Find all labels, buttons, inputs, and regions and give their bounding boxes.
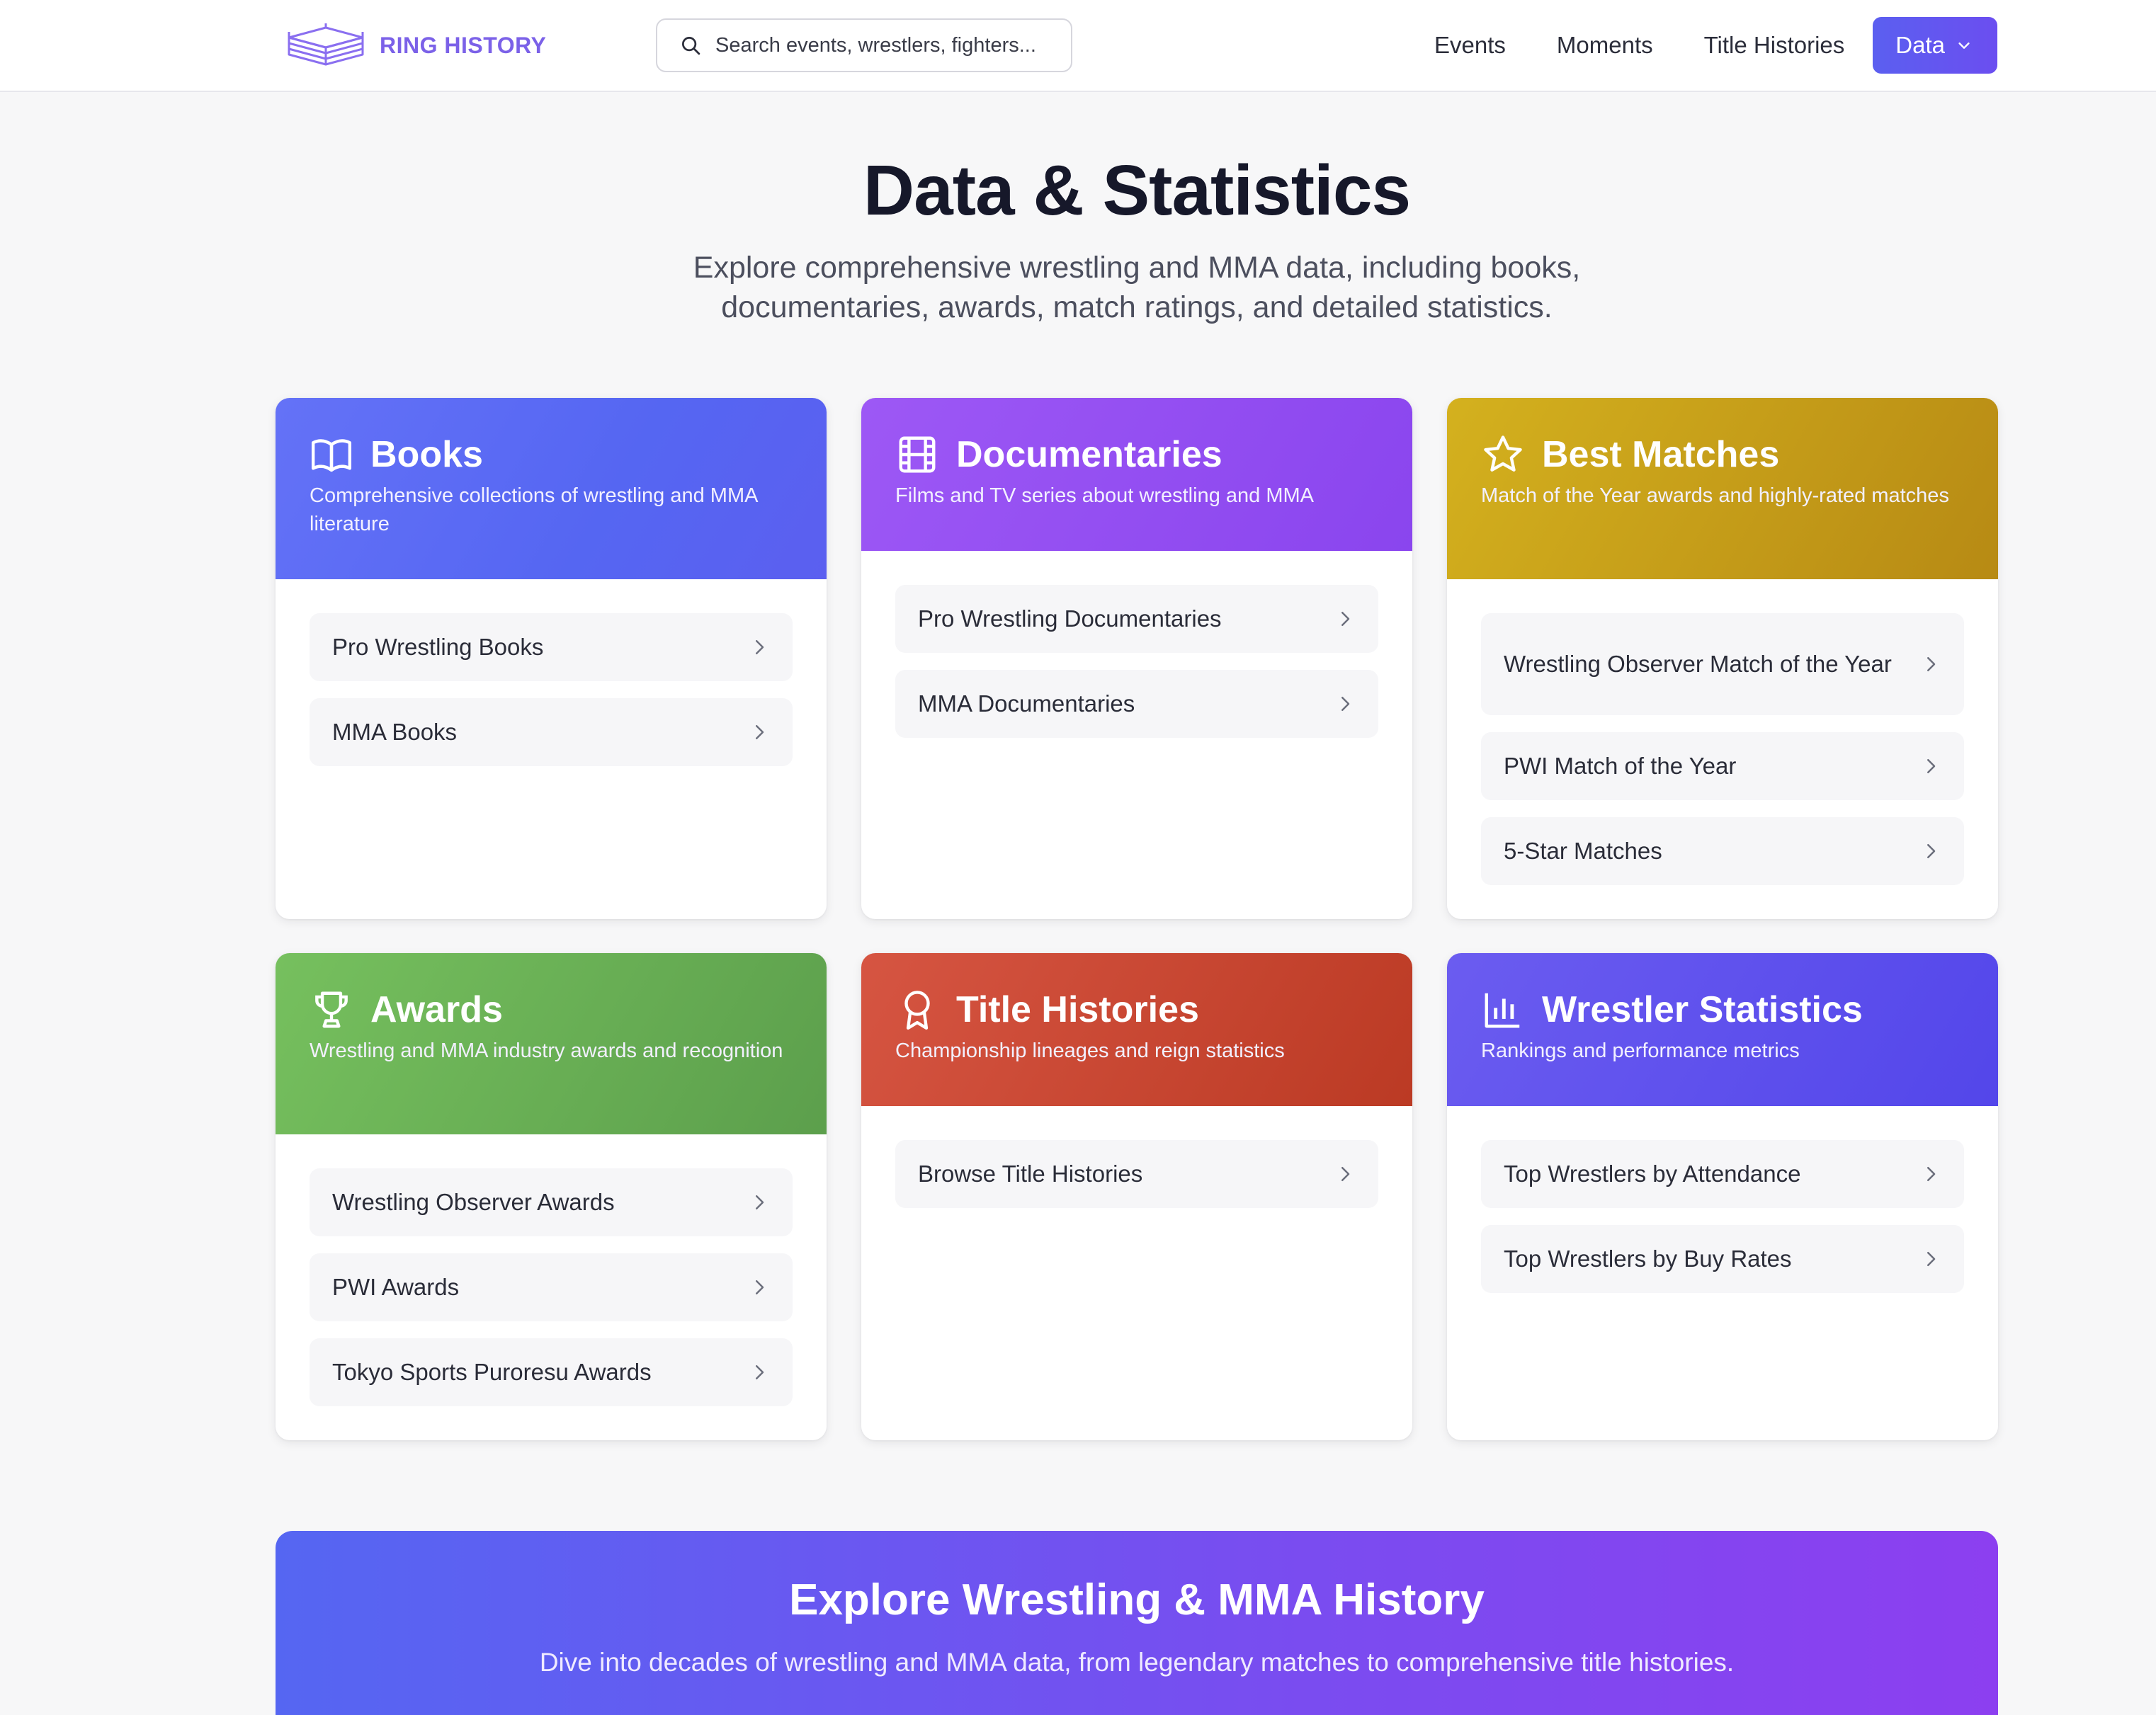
card-title: Books xyxy=(370,434,483,475)
link-pro-wrestling-books[interactable]: Pro Wrestling Books xyxy=(310,613,793,681)
link-label: PWI Match of the Year xyxy=(1504,753,1737,779)
star-icon xyxy=(1484,435,1522,472)
link-label: PWI Awards xyxy=(332,1274,460,1300)
brand-logo-link[interactable]: RING HISTORY xyxy=(285,20,546,71)
chevron-right-icon xyxy=(1927,1252,1936,1266)
search-icon xyxy=(682,37,700,55)
card-links: Pro Wrestling Books MMA Books xyxy=(276,579,827,766)
link-top-wrestlers-by-attendance[interactable]: Top Wrestlers by Attendance xyxy=(1481,1140,1964,1208)
link-5-star-matches[interactable]: 5-Star Matches xyxy=(1481,817,1964,885)
link-top-wrestlers-by-buy-rates[interactable]: Top Wrestlers by Buy Rates xyxy=(1481,1225,1964,1293)
link-wrestling-observer-awards[interactable]: Wrestling Observer Awards xyxy=(310,1168,793,1236)
card-links: Pro Wrestling Documentaries MMA Document… xyxy=(861,551,1412,738)
card-header: Title Histories Championship lineages an… xyxy=(861,953,1412,1106)
brand-name: RING HISTORY xyxy=(380,32,547,58)
chevron-right-icon xyxy=(756,640,764,654)
chevron-right-icon xyxy=(1341,697,1350,711)
chevron-right-icon xyxy=(1341,612,1350,626)
card-awards: Awards Wrestling and MMA industry awards… xyxy=(276,953,827,1440)
page-subtitle: Explore comprehensive wrestling and MMA … xyxy=(693,251,1581,324)
film-icon xyxy=(899,436,936,473)
card-description: Wrestling and MMA industry awards and re… xyxy=(310,1039,783,1062)
link-label: Browse Title Histories xyxy=(918,1161,1143,1187)
card-header: Best Matches Match of the Year awards an… xyxy=(1447,398,1998,579)
explore-banner: Explore Wrestling & MMA History Dive int… xyxy=(276,1531,1998,1715)
wrestling-ring-icon xyxy=(288,23,364,66)
card-links: Browse Title Histories xyxy=(861,1106,1412,1208)
nav-moments[interactable]: Moments xyxy=(1556,32,1653,58)
data-dropdown-label: Data xyxy=(1895,32,1945,58)
chevron-right-icon xyxy=(756,1365,764,1379)
link-pro-wrestling-documentaries[interactable]: Pro Wrestling Documentaries xyxy=(895,585,1378,653)
link-label: 5-Star Matches xyxy=(1504,838,1662,864)
link-label: MMA Books xyxy=(332,719,458,745)
link-label: Top Wrestlers by Buy Rates xyxy=(1504,1246,1792,1272)
card-title-histories: Title Histories Championship lineages an… xyxy=(861,953,1412,1440)
link-label: Wrestling Observer Match of the Year xyxy=(1504,651,1892,677)
chevron-right-icon xyxy=(1927,844,1936,858)
card-title: Best Matches xyxy=(1542,434,1780,475)
link-label: Top Wrestlers by Attendance xyxy=(1504,1161,1801,1187)
chevron-right-icon xyxy=(1927,657,1936,671)
top-navbar: RING HISTORY Events Moments Title Histor… xyxy=(0,0,2156,92)
card-links: Wrestling Observer Match of the Year PWI… xyxy=(1447,579,1998,885)
chevron-right-icon xyxy=(756,1195,764,1209)
main-nav: Events Moments Title Histories Data xyxy=(1409,17,1997,74)
card-description: Championship lineages and reign statisti… xyxy=(895,1039,1285,1062)
link-label: Tokyo Sports Puroresu Awards xyxy=(332,1359,652,1385)
link-label: Pro Wrestling Books xyxy=(332,634,544,660)
card-title: Awards xyxy=(370,989,503,1030)
link-mma-books[interactable]: MMA Books xyxy=(310,698,793,766)
card-books: Books Comprehensive collections of wrest… xyxy=(276,398,827,919)
chevron-right-icon xyxy=(1341,1167,1350,1181)
link-pwi-match-of-the-year[interactable]: PWI Match of the Year xyxy=(1481,732,1964,800)
banner-title: Explore Wrestling & MMA History xyxy=(789,1576,1485,1624)
card-links: Wrestling Observer Awards PWI Awards Tok… xyxy=(276,1134,827,1406)
search-input[interactable] xyxy=(715,33,1048,57)
card-best-matches: Best Matches Match of the Year awards an… xyxy=(1447,398,1998,919)
chevron-right-icon xyxy=(1927,759,1936,773)
link-label: Pro Wrestling Documentaries xyxy=(918,605,1222,632)
card-description: Rankings and performance metrics xyxy=(1481,1039,1800,1062)
card-description: Films and TV series about wrestling and … xyxy=(895,484,1314,507)
link-mma-documentaries[interactable]: MMA Documentaries xyxy=(895,670,1378,738)
link-wrestling-observer-match-of-the-year[interactable]: Wrestling Observer Match of the Year xyxy=(1481,613,1964,715)
card-header: Books Comprehensive collections of wrest… xyxy=(276,398,827,579)
link-label: Wrestling Observer Awards xyxy=(332,1189,615,1215)
card-description: Match of the Year awards and highly-rate… xyxy=(1481,484,1949,507)
card-links: Top Wrestlers by Attendance Top Wrestler… xyxy=(1447,1106,1998,1293)
card-description: Comprehensive collections of wrestling a… xyxy=(310,484,757,535)
chevron-right-icon xyxy=(1927,1167,1936,1181)
chevron-right-icon xyxy=(756,725,764,739)
card-title: Title Histories xyxy=(956,989,1199,1030)
card-header: Awards Wrestling and MMA industry awards… xyxy=(276,953,827,1134)
card-header: Wrestler Statistics Rankings and perform… xyxy=(1447,953,1998,1106)
card-documentaries: Documentaries Films and TV series about … xyxy=(861,398,1412,919)
search-box[interactable] xyxy=(656,18,1072,72)
data-dropdown-button[interactable]: Data xyxy=(1873,17,1997,74)
link-tokyo-sports-puroresu-awards[interactable]: Tokyo Sports Puroresu Awards xyxy=(310,1338,793,1406)
book-icon xyxy=(311,439,352,472)
banner-subtitle: Dive into decades of wrestling and MMA d… xyxy=(539,1648,1735,1677)
chevron-down-icon xyxy=(1958,42,1970,49)
nav-title-histories[interactable]: Title Histories xyxy=(1703,32,1845,58)
card-title: Documentaries xyxy=(956,434,1222,475)
bar-chart-icon xyxy=(1485,993,1520,1028)
card-title: Wrestler Statistics xyxy=(1542,989,1863,1030)
link-label: MMA Documentaries xyxy=(918,690,1135,717)
nav-events[interactable]: Events xyxy=(1434,32,1506,58)
chevron-right-icon xyxy=(756,1280,764,1294)
trophy-icon xyxy=(315,991,348,1028)
link-pwi-awards[interactable]: PWI Awards xyxy=(310,1253,793,1321)
card-wrestler-statistics: Wrestler Statistics Rankings and perform… xyxy=(1447,953,1998,1440)
award-ribbon-icon xyxy=(904,991,930,1030)
card-header: Documentaries Films and TV series about … xyxy=(861,398,1412,551)
page-title: Data & Statistics xyxy=(863,151,1411,230)
link-browse-title-histories[interactable]: Browse Title Histories xyxy=(895,1140,1378,1208)
